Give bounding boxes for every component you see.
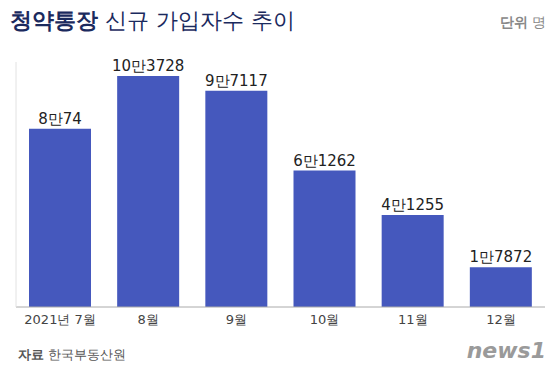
svg-text:9만7117: 9만7117 bbox=[205, 72, 268, 90]
html-text:자료한국부동산원: 자료한국부동산원 bbox=[18, 347, 127, 362]
svg-text:6만1262: 6만1262 bbox=[293, 152, 356, 170]
html-text:news1: news1 bbox=[466, 338, 546, 363]
svg-text:12월: 12월 bbox=[486, 312, 516, 327]
svg-text:2021년 7월: 2021년 7월 bbox=[24, 312, 96, 327]
svg-text:10만3728: 10만3728 bbox=[112, 57, 184, 75]
svg-text:4만1255: 4만1255 bbox=[381, 196, 444, 214]
svg-text:1만7872: 1만7872 bbox=[469, 248, 532, 266]
svg-text:8월: 8월 bbox=[138, 312, 159, 327]
html-text:단위명: 단위명 bbox=[499, 14, 546, 30]
svg-text:8만74: 8만74 bbox=[38, 110, 82, 128]
svg-text:9월: 9월 bbox=[226, 312, 247, 327]
svg-text:11월: 11월 bbox=[398, 312, 428, 327]
svg-text:10월: 10월 bbox=[310, 312, 340, 327]
html-text:청약통장신규 가입자수 추이: 청약통장신규 가입자수 추이 bbox=[10, 8, 295, 33]
